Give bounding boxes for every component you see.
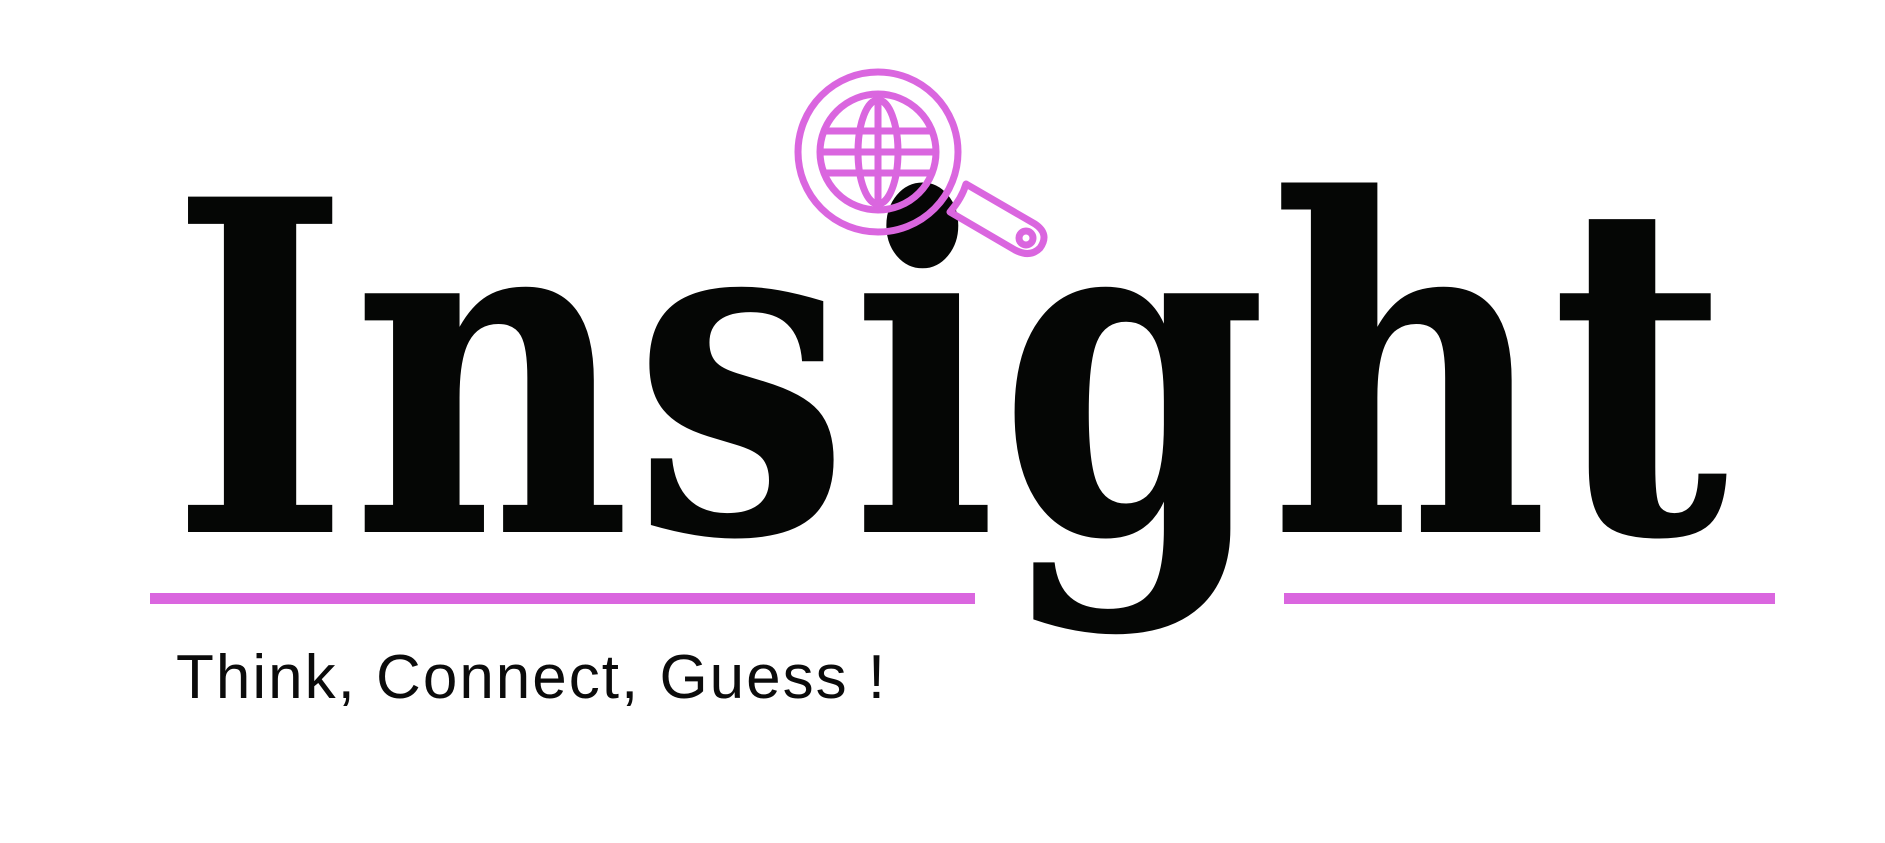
logo-tagline: Think, Connect, Guess ! [176, 643, 888, 712]
accent-bar-left [150, 593, 975, 604]
magnifier-globe-icon [794, 68, 1048, 257]
accent-bar-right [1284, 593, 1775, 604]
